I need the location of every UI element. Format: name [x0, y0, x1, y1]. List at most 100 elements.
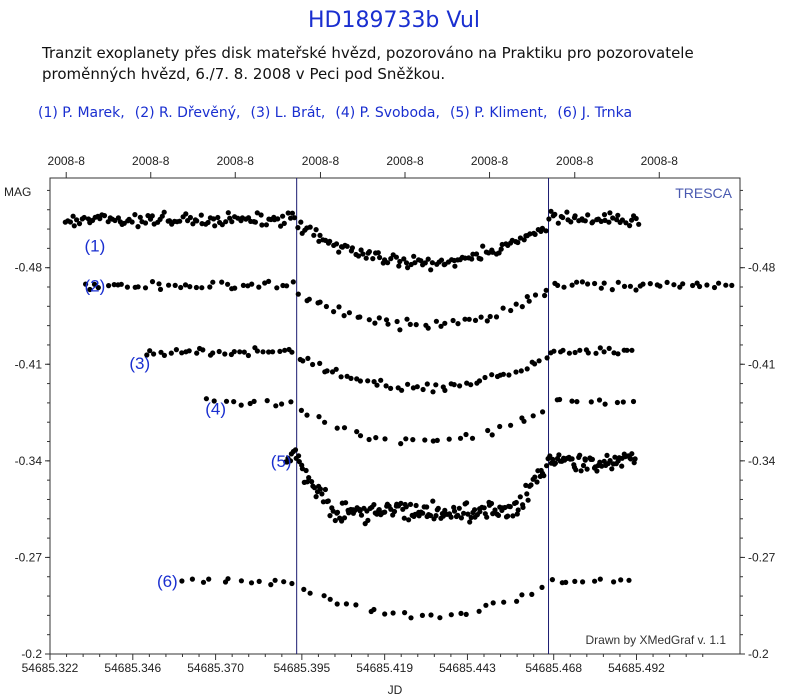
data-point	[366, 249, 372, 255]
data-point	[515, 507, 521, 513]
data-point	[469, 256, 475, 262]
data-point	[624, 347, 630, 353]
data-point	[358, 247, 364, 253]
data-point	[310, 361, 316, 368]
data-point	[580, 579, 586, 585]
data-point	[442, 507, 448, 513]
data-point	[105, 219, 111, 225]
data-point	[306, 296, 312, 302]
data-point	[628, 456, 634, 462]
data-point	[488, 500, 495, 507]
data-point	[525, 497, 531, 503]
data-point	[177, 218, 183, 224]
data-point	[510, 513, 516, 519]
data-point	[507, 504, 513, 510]
data-point	[403, 260, 410, 266]
data-point	[238, 578, 244, 584]
data-point	[589, 456, 596, 462]
data-point	[450, 317, 456, 324]
data-point	[354, 429, 360, 435]
data-point	[607, 458, 613, 464]
data-point	[159, 213, 165, 219]
data-point	[289, 210, 295, 216]
data-point	[256, 284, 262, 290]
data-point	[609, 287, 615, 293]
data-point	[378, 377, 384, 383]
data-point	[272, 577, 278, 583]
data-point	[264, 398, 270, 404]
data-point	[619, 463, 625, 469]
data-point	[407, 501, 414, 507]
data-point	[469, 435, 476, 441]
series-label-6: (6)	[157, 572, 178, 591]
x-tick-label: 54685.370	[187, 661, 244, 675]
data-point	[569, 456, 575, 462]
data-point	[519, 592, 525, 598]
data-point	[331, 309, 337, 315]
data-point	[601, 212, 608, 218]
data-point	[382, 611, 388, 617]
data-point	[528, 482, 534, 488]
x-tick-label: 54685.419	[356, 661, 413, 675]
data-point	[664, 279, 670, 285]
data-point	[313, 227, 319, 233]
data-point	[383, 383, 389, 389]
x-tick-label: 54685.395	[273, 661, 330, 675]
data-point	[67, 219, 73, 225]
data-point	[215, 214, 221, 221]
top-tick-label: 2008-8	[386, 154, 424, 168]
data-point	[508, 307, 514, 314]
data-point	[601, 349, 607, 355]
data-point	[124, 284, 130, 290]
series-label-5: (5)	[271, 452, 292, 471]
data-point	[626, 577, 632, 583]
y-tick-label-right: -0.48	[748, 261, 776, 275]
data-point	[497, 423, 503, 430]
data-point	[430, 389, 436, 395]
data-point	[463, 431, 469, 438]
y-tick-label-left: -0.34	[15, 454, 43, 468]
series-label-1: (1)	[85, 237, 106, 256]
data-point	[448, 612, 454, 618]
data-point	[442, 387, 448, 393]
data-point	[291, 215, 298, 221]
data-point	[480, 243, 486, 249]
data-point	[552, 211, 558, 217]
data-point	[296, 453, 302, 459]
data-point	[547, 453, 553, 459]
data-point	[433, 382, 439, 388]
data-point	[348, 375, 354, 381]
data-point	[551, 348, 557, 354]
data-point	[647, 281, 653, 287]
data-point	[410, 385, 416, 391]
data-point	[219, 279, 225, 285]
chart-title: HD189733b Vul	[307, 8, 481, 33]
data-point	[360, 251, 366, 257]
data-point	[319, 491, 325, 497]
data-point	[623, 220, 629, 226]
data-point	[520, 504, 526, 510]
data-point	[500, 371, 506, 377]
data-point	[585, 212, 591, 218]
data-point	[593, 350, 599, 356]
data-point	[275, 216, 281, 222]
data-point	[210, 279, 216, 285]
data-point	[223, 219, 229, 225]
data-point	[508, 422, 514, 428]
data-point	[501, 599, 507, 605]
data-point	[398, 441, 404, 447]
data-point	[200, 579, 207, 585]
data-point	[524, 366, 530, 372]
data-point	[238, 402, 244, 408]
data-point	[365, 517, 371, 524]
data-point	[334, 509, 341, 515]
data-point	[577, 452, 583, 458]
y-tick-label-right: -0.41	[748, 357, 776, 371]
series-1	[62, 208, 642, 273]
data-point	[496, 250, 502, 256]
data-point	[341, 515, 348, 521]
data-point	[448, 514, 454, 520]
data-point	[280, 213, 286, 219]
data-point	[594, 468, 600, 474]
observer-4: (4) P. Svoboda,	[335, 105, 440, 121]
